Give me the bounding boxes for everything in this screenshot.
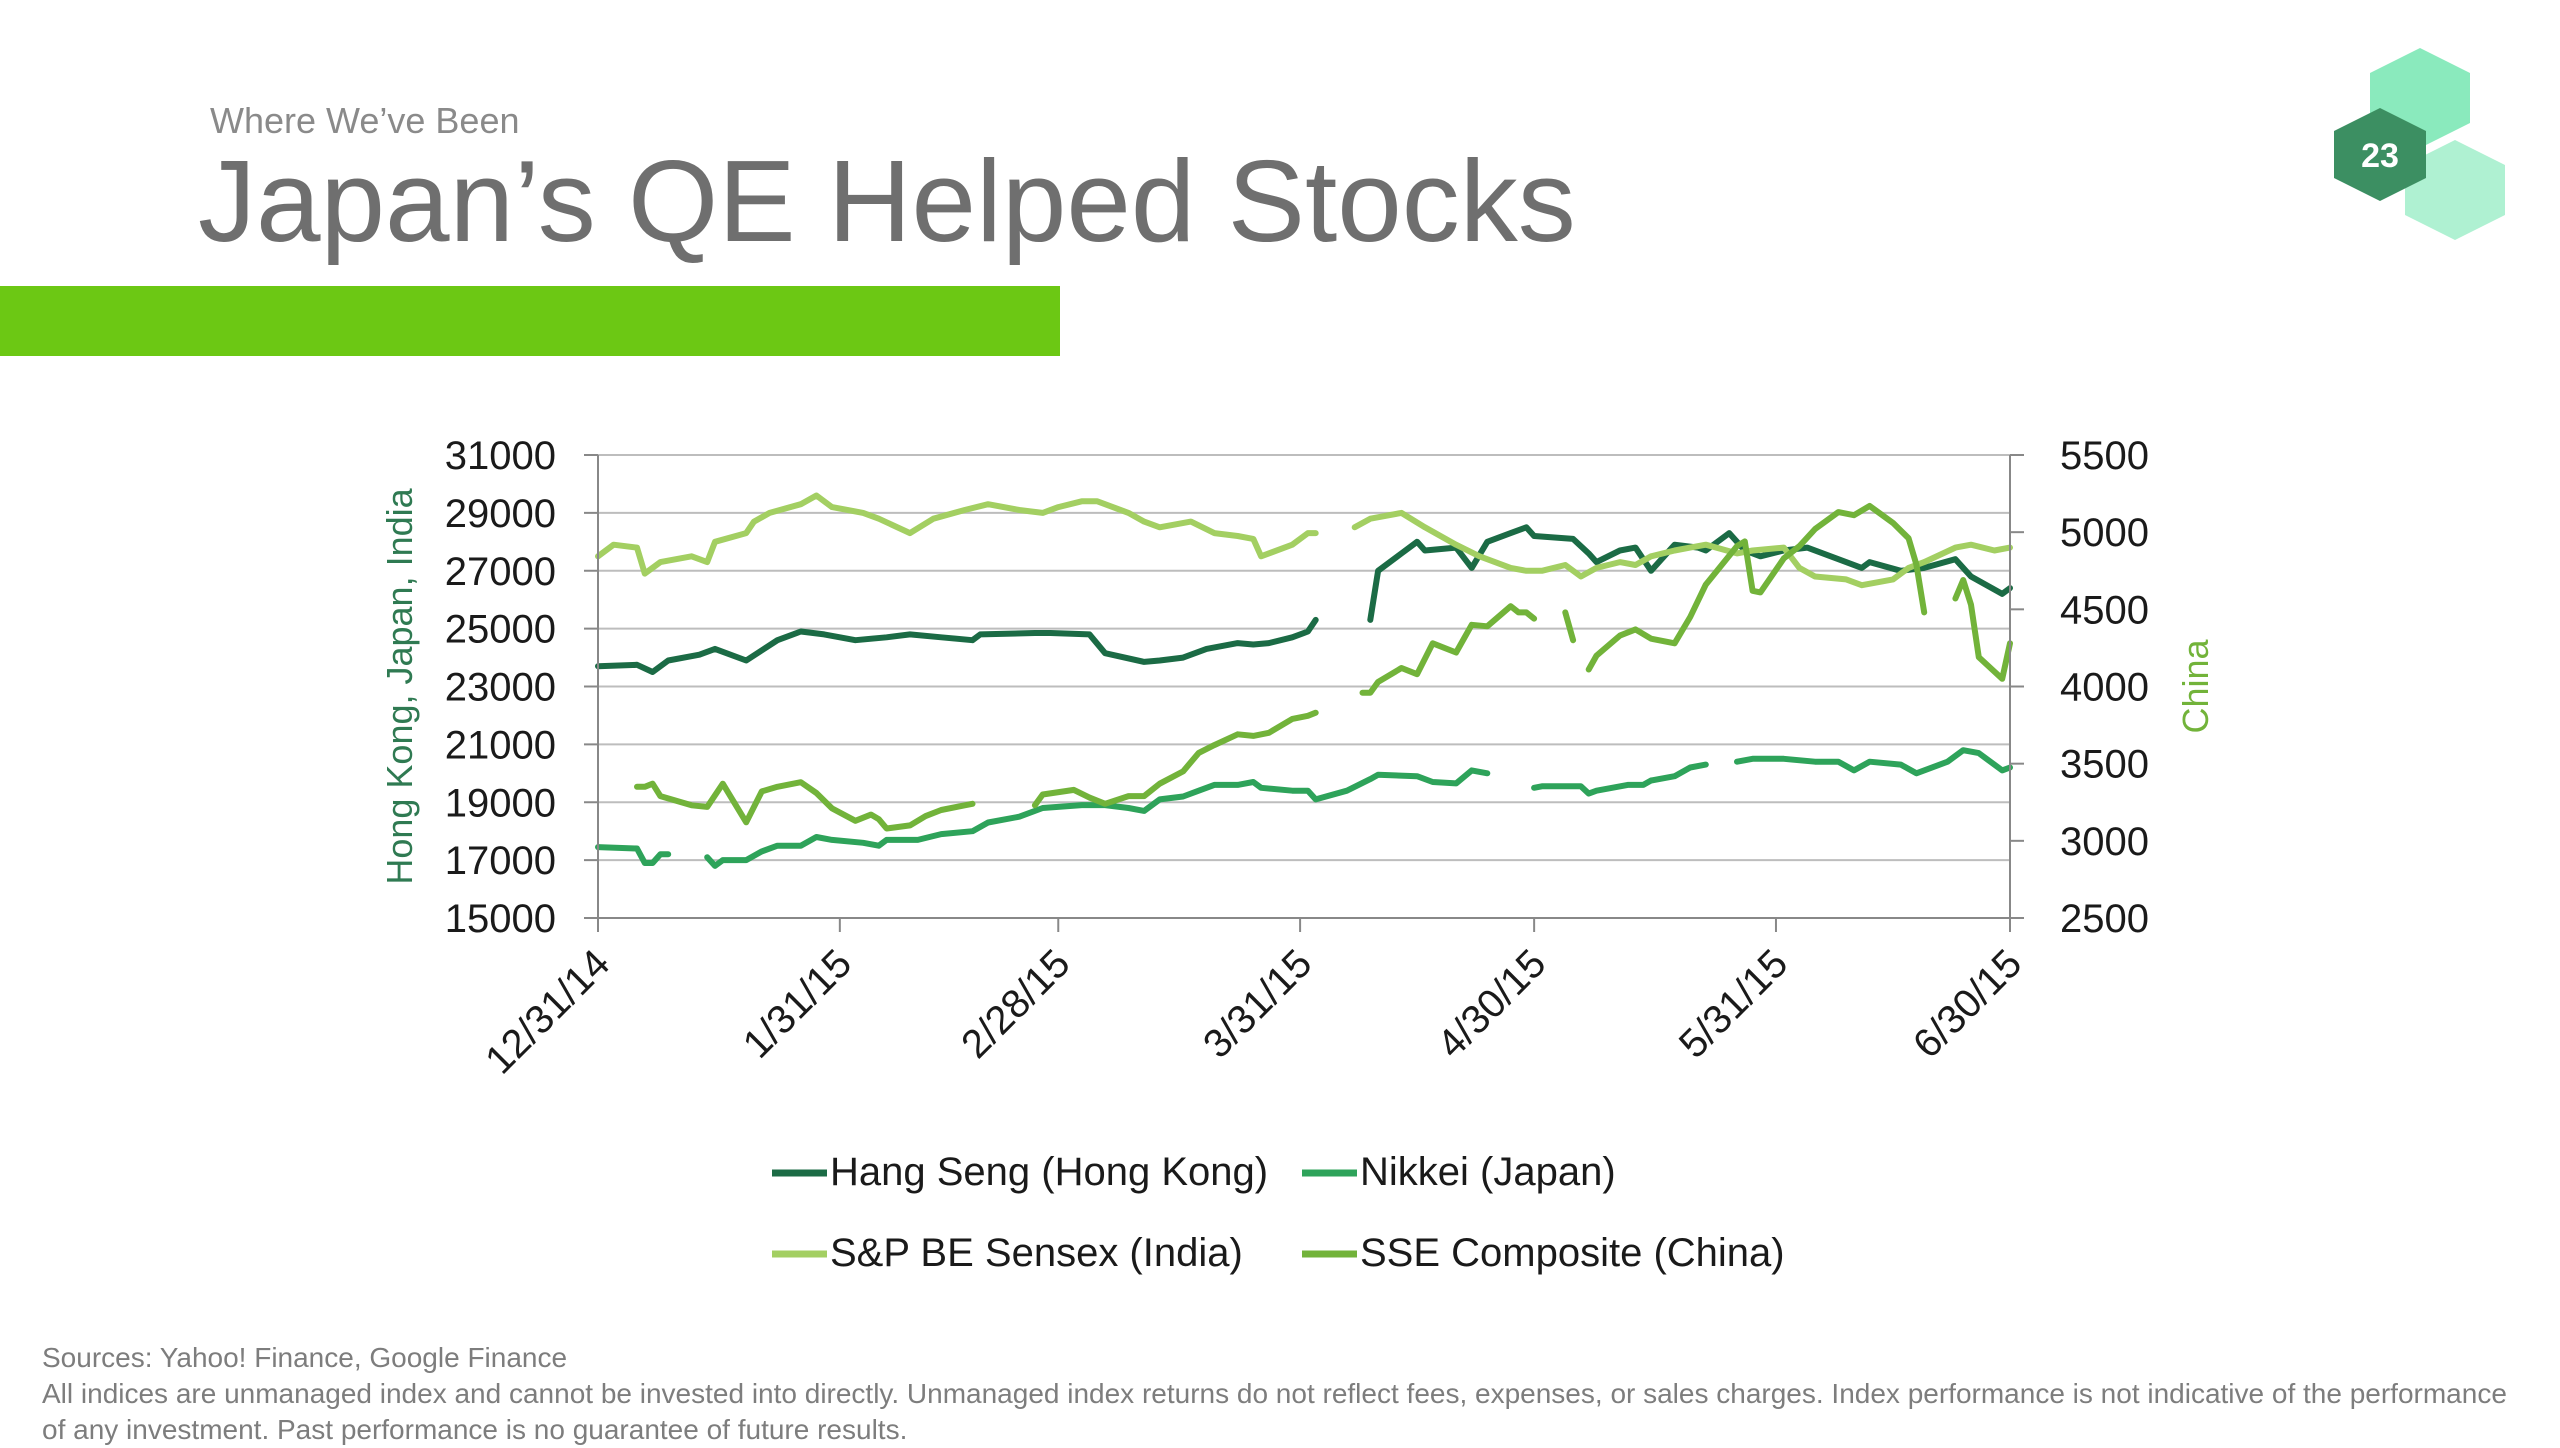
- y2-axis-title: China: [2175, 638, 2216, 733]
- series-line: [1031, 709, 1319, 809]
- series-line: [1952, 577, 2013, 682]
- sources-text: Sources: Yahoo! Finance, Google Finance: [42, 1342, 568, 1373]
- legend-label: S&P BE Sensex (India): [830, 1231, 1243, 1275]
- series-line: [1734, 747, 2013, 777]
- x-tick-label: 4/30/15: [1429, 941, 1554, 1066]
- y-tick-label: 27000: [445, 550, 556, 594]
- series-line: [595, 844, 672, 866]
- footer: Sources: Yahoo! Finance, Google Finance …: [42, 1340, 2512, 1448]
- page-number: 23: [2361, 137, 2399, 175]
- series-line: [1367, 524, 2013, 623]
- chart-lines: [595, 492, 2013, 869]
- x-tick-label: 1/31/15: [735, 941, 860, 1066]
- y-tick-label: 17000: [445, 839, 556, 883]
- y2-tick-label: 4500: [2060, 588, 2149, 632]
- slide-title: Japan’s QE Helped Stocks: [198, 136, 1576, 266]
- y-axis-title: Hong Kong, Japan, India: [379, 487, 420, 884]
- legend-label: Hang Seng (Hong Kong): [830, 1150, 1268, 1194]
- hexagon-right-icon: [2405, 140, 2505, 240]
- y-tick-label: 15000: [445, 897, 556, 941]
- x-tick-label: 5/31/15: [1671, 941, 1796, 1066]
- hexagon-left-icon: [2334, 108, 2426, 201]
- x-tick-label: 3/31/15: [1195, 941, 1320, 1066]
- y2-tick-label: 4000: [2060, 666, 2149, 710]
- series-line: [1359, 603, 1538, 696]
- chart-grid: [598, 454, 2010, 919]
- series-line: [704, 767, 1491, 869]
- series-line: [595, 616, 1319, 675]
- y2-tick-label: 3000: [2060, 820, 2149, 864]
- x-tick-label: 12/31/14: [477, 941, 618, 1082]
- y2-tick-label: 2500: [2060, 897, 2149, 941]
- series-line: [1562, 609, 1577, 644]
- series-line: [1531, 761, 1709, 797]
- accent-bar: [0, 286, 1060, 356]
- series-line: [634, 779, 976, 832]
- legend-label: Nikkei (Japan): [1360, 1150, 1616, 1194]
- series-line: [1351, 509, 2013, 589]
- y-tick-label: 23000: [445, 666, 556, 710]
- page-number-badge: 23: [2320, 40, 2520, 260]
- legend-label: SSE Composite (China): [1360, 1231, 1785, 1275]
- chart: 15000 17000 19000 21000 23000 25000 27000 29000…: [379, 434, 2216, 1275]
- y2-tick-label: 3500: [2060, 743, 2149, 787]
- x-tick-label: 2/28/15: [953, 941, 1078, 1066]
- y2-tick-label: 5500: [2060, 434, 2149, 478]
- y-tick-label: 19000: [445, 781, 556, 825]
- y2-tick-label: 5000: [2060, 511, 2149, 555]
- chart-legend: Hang Seng (Hong Kong) Nikkei (Japan) S&P B…: [772, 1150, 1785, 1275]
- chart-axes: 15000 17000 19000 21000 23000 25000 27000 29000…: [379, 434, 2216, 1082]
- disclaimer-text: All indices are unmanaged index and cann…: [42, 1378, 2507, 1445]
- section-subtitle: Where We’ve Been: [210, 100, 520, 141]
- y-tick-label: 21000: [445, 723, 556, 767]
- series-line: [1585, 502, 1928, 673]
- y-tick-label: 25000: [445, 608, 556, 652]
- series-line: [595, 492, 1319, 577]
- y-tick-label: 31000: [445, 434, 556, 478]
- y-tick-label: 29000: [445, 492, 556, 536]
- x-tick-label: 6/30/15: [1905, 941, 2030, 1066]
